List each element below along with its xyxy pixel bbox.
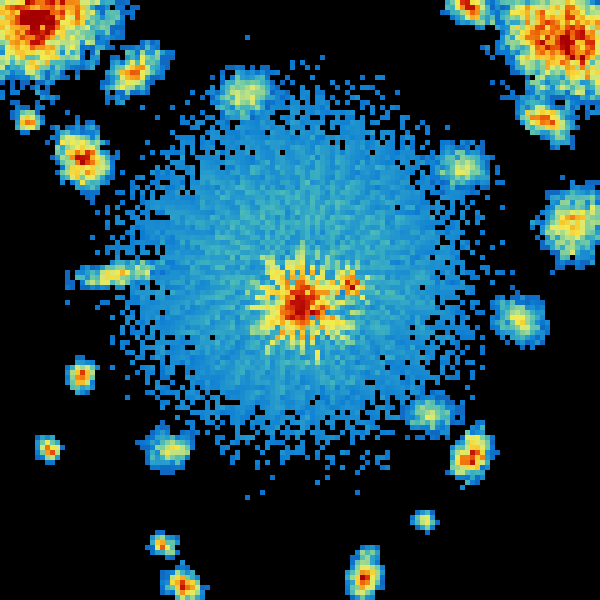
- radar-display: [0, 0, 600, 600]
- radar-reflectivity-canvas: [0, 0, 600, 600]
